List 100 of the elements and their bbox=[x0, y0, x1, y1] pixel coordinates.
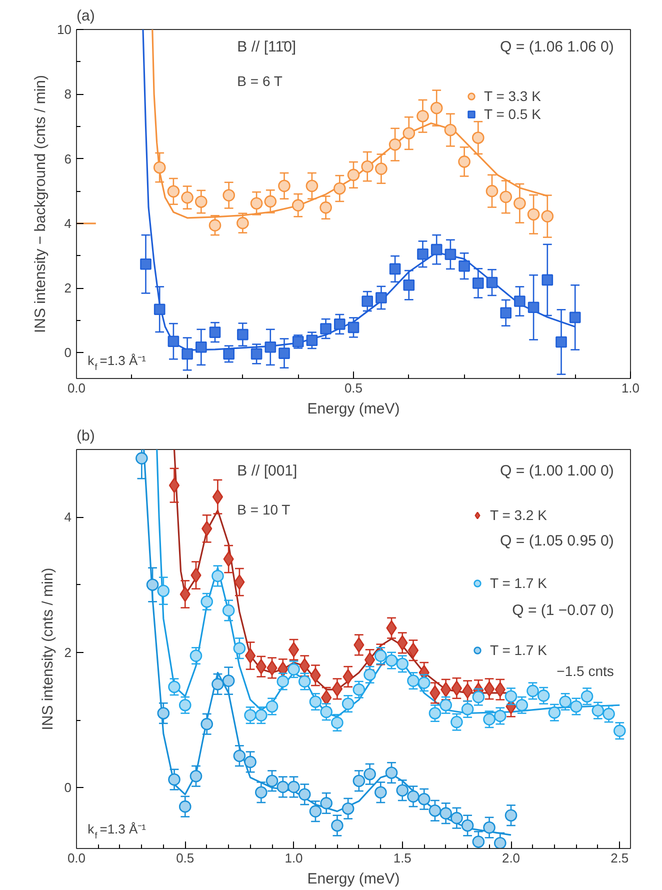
point bbox=[556, 336, 567, 348]
point bbox=[472, 278, 484, 289]
point bbox=[559, 696, 572, 708]
point bbox=[364, 668, 376, 681]
point bbox=[407, 790, 420, 803]
point bbox=[298, 675, 311, 688]
point bbox=[444, 124, 457, 136]
point bbox=[168, 336, 180, 347]
point bbox=[244, 709, 256, 722]
point bbox=[483, 821, 496, 834]
x-axis-title: Energy (meV) bbox=[307, 870, 400, 888]
point bbox=[288, 642, 300, 658]
point bbox=[178, 698, 192, 712]
point bbox=[364, 652, 376, 668]
point bbox=[374, 650, 387, 662]
point bbox=[320, 323, 332, 334]
point bbox=[430, 244, 442, 256]
legend-label: T = 1.7 K bbox=[490, 642, 547, 658]
point bbox=[200, 718, 214, 730]
point bbox=[190, 770, 202, 782]
point bbox=[342, 698, 354, 710]
x-tick-label: 0.0 bbox=[67, 850, 86, 866]
point bbox=[321, 690, 332, 706]
point bbox=[504, 809, 518, 822]
point bbox=[266, 700, 278, 713]
point bbox=[264, 342, 276, 353]
point bbox=[167, 185, 180, 198]
point bbox=[298, 788, 311, 801]
point bbox=[212, 570, 224, 582]
point bbox=[472, 690, 485, 704]
legend-label: T = 0.5 K bbox=[484, 106, 541, 122]
point bbox=[548, 706, 561, 719]
point bbox=[494, 836, 506, 848]
point bbox=[526, 684, 539, 698]
point bbox=[331, 716, 344, 729]
y-tick-label: 2 bbox=[64, 644, 72, 660]
point bbox=[361, 160, 374, 173]
point bbox=[486, 184, 498, 198]
point bbox=[236, 216, 249, 230]
point bbox=[402, 127, 416, 140]
point bbox=[331, 819, 344, 832]
x-tick-label: 0.5 bbox=[344, 380, 363, 396]
x-tick-label: 2.5 bbox=[610, 850, 629, 866]
y-tick-label: 4 bbox=[64, 216, 72, 231]
point bbox=[541, 210, 554, 222]
point bbox=[222, 674, 235, 687]
annotation: −1.5 cnts bbox=[556, 662, 614, 679]
point bbox=[306, 180, 318, 192]
annotation: B = 6 T bbox=[237, 72, 283, 89]
point bbox=[208, 219, 222, 232]
point bbox=[244, 648, 256, 664]
point bbox=[178, 800, 192, 813]
point bbox=[140, 258, 152, 270]
point bbox=[168, 478, 180, 493]
point bbox=[428, 707, 442, 720]
y-tick-label: 2 bbox=[64, 280, 72, 296]
point bbox=[428, 804, 442, 817]
annotation: Q = (1.00 1.00 0) bbox=[500, 462, 614, 480]
point bbox=[486, 276, 498, 288]
point bbox=[458, 156, 470, 168]
y-tick-label: 0 bbox=[64, 345, 72, 360]
point bbox=[483, 713, 496, 726]
point bbox=[200, 596, 214, 608]
y-tick-label: 6 bbox=[64, 151, 72, 166]
point bbox=[440, 807, 452, 820]
point bbox=[180, 586, 190, 602]
point bbox=[569, 312, 581, 324]
point bbox=[255, 709, 268, 722]
point bbox=[494, 710, 506, 722]
y-tick-label: 10 bbox=[57, 22, 72, 37]
point bbox=[514, 296, 526, 307]
point bbox=[450, 812, 463, 824]
point bbox=[389, 263, 401, 275]
point bbox=[352, 683, 366, 696]
point bbox=[500, 190, 512, 204]
point bbox=[306, 334, 318, 346]
point bbox=[352, 774, 366, 788]
point bbox=[278, 180, 290, 192]
point bbox=[396, 784, 409, 796]
point bbox=[264, 195, 277, 208]
point bbox=[362, 296, 373, 307]
x-axis-title: Energy (meV) bbox=[307, 400, 400, 418]
point bbox=[309, 696, 322, 708]
legend-label: T = 1.7 K bbox=[490, 575, 547, 591]
point bbox=[190, 568, 202, 583]
point bbox=[320, 201, 332, 214]
x-tick-label: 0.5 bbox=[176, 850, 194, 866]
point bbox=[364, 768, 376, 780]
point bbox=[136, 452, 148, 464]
point bbox=[418, 792, 430, 806]
point bbox=[461, 703, 474, 716]
point bbox=[348, 322, 360, 334]
point bbox=[288, 663, 300, 676]
point bbox=[266, 774, 278, 788]
point bbox=[157, 707, 170, 720]
point bbox=[342, 802, 354, 815]
point bbox=[276, 675, 290, 688]
point bbox=[418, 676, 430, 689]
point bbox=[195, 196, 208, 208]
y-tick-label: 4 bbox=[64, 510, 72, 525]
